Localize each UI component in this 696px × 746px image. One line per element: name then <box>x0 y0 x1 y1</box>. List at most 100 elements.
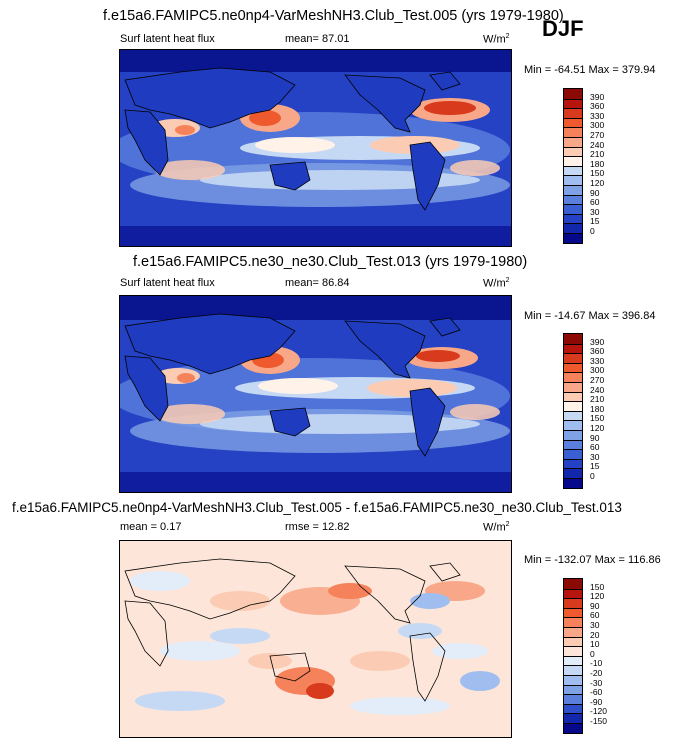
colorbar-swatch <box>564 449 582 459</box>
colorbar-swatch <box>564 429 582 440</box>
colorbar-label: 15 <box>590 461 600 472</box>
colorbar-label: 60 <box>590 197 600 208</box>
colorbar-label: 90 <box>590 600 600 611</box>
panel3-units: W/m2 <box>483 521 510 534</box>
colorbar-label: 150 <box>590 413 605 424</box>
colorbar-swatch <box>564 579 582 589</box>
colorbar-swatch <box>564 458 582 469</box>
colorbar-swatch <box>564 146 582 157</box>
colorbar-swatch <box>564 607 582 618</box>
panel3-map <box>119 540 512 738</box>
colorbar-swatch <box>564 646 582 656</box>
colorbar-swatch <box>564 684 582 695</box>
colorbar-label: 60 <box>590 610 600 621</box>
colorbar-label: 240 <box>590 139 605 150</box>
colorbar-label: 330 <box>590 110 605 121</box>
colorbar-label: 300 <box>590 120 605 131</box>
colorbar-label: 180 <box>590 158 605 169</box>
panel1-minmax: Min = -64.51 Max = 379.94 <box>524 64 656 76</box>
colorbar-label: 390 <box>590 91 605 102</box>
panel2-colorbar <box>563 333 583 489</box>
colorbar-swatch <box>564 372 582 382</box>
colorbar-swatch <box>564 626 582 637</box>
colorbar-label: 150 <box>590 581 605 592</box>
colorbar-swatch <box>564 232 582 243</box>
colorbar-label: 180 <box>590 403 605 414</box>
panel3-title: f.e15a6.FAMIPC5.ne0np4-VarMeshNH3.Club_T… <box>12 500 622 515</box>
panel3-mean: mean = 0.17 <box>120 521 182 533</box>
colorbar-swatch <box>564 223 582 233</box>
colorbar-label: 60 <box>590 442 600 453</box>
colorbar-label: 10 <box>590 639 600 650</box>
colorbar-label: 120 <box>590 591 605 602</box>
colorbar-swatch <box>564 175 582 185</box>
panel1-colorbar <box>563 88 583 244</box>
colorbar-label: 30 <box>590 620 600 630</box>
panel3-colorbar <box>563 578 583 734</box>
colorbar-swatch <box>564 477 582 488</box>
colorbar-label: -10 <box>590 658 603 669</box>
colorbar-swatch <box>564 410 582 421</box>
colorbar-label: -60 <box>590 687 603 698</box>
colorbar-label: -90 <box>590 696 603 707</box>
panel3-rmse: rmse = 12.82 <box>285 521 350 533</box>
colorbar-swatch <box>564 136 582 147</box>
panel3-minmax: Min = -132.07 Max = 116.86 <box>524 554 661 566</box>
colorbar-swatch <box>564 98 582 109</box>
colorbar-swatch <box>564 117 582 128</box>
colorbar-label: 0 <box>590 648 595 659</box>
colorbar-swatch <box>564 108 582 118</box>
panel1-variable: Surf latent heat flux <box>120 33 215 45</box>
colorbar-label: -30 <box>590 677 603 688</box>
colorbar-swatch <box>564 156 582 166</box>
colorbar-label: 330 <box>590 355 605 366</box>
colorbar-swatch <box>564 420 582 430</box>
panel2-variable: Surf latent heat flux <box>120 277 215 289</box>
colorbar-label: 30 <box>590 206 600 217</box>
colorbar-label: 90 <box>590 187 600 198</box>
colorbar-swatch <box>564 588 582 599</box>
colorbar-swatch <box>564 598 582 608</box>
colorbar-label: 15 <box>590 216 600 227</box>
colorbar-swatch <box>564 381 582 392</box>
colorbar-swatch <box>564 213 582 224</box>
colorbar-swatch <box>564 636 582 647</box>
colorbar-label: 150 <box>590 168 605 179</box>
colorbar-label: 360 <box>590 346 605 357</box>
colorbar-swatch <box>564 353 582 363</box>
panel1-title: f.e15a6.FAMIPC5.ne0np4-VarMeshNH3.Club_T… <box>103 8 564 24</box>
panel1-mean: mean= 87.01 <box>285 33 350 45</box>
colorbar-label: -150 <box>590 716 608 726</box>
colorbar-swatch <box>564 127 582 137</box>
colorbar-swatch <box>564 439 582 450</box>
colorbar-label: 360 <box>590 101 605 112</box>
colorbar-swatch <box>564 401 582 411</box>
colorbar-swatch <box>564 165 582 176</box>
colorbar-swatch <box>564 674 582 685</box>
panel2-units: W/m2 <box>483 277 510 290</box>
colorbar-swatch <box>564 194 582 205</box>
season-label: DJF <box>542 16 584 41</box>
colorbar-label: 30 <box>590 451 600 462</box>
colorbar-swatch <box>564 184 582 195</box>
colorbar-swatch <box>564 362 582 373</box>
colorbar-label: 20 <box>590 629 600 640</box>
panel2-mean: mean= 86.84 <box>285 277 350 289</box>
colorbar-label: 270 <box>590 130 605 140</box>
panel1-map <box>119 49 512 247</box>
colorbar-swatch <box>564 703 582 714</box>
colorbar-label: 240 <box>590 384 605 395</box>
colorbar-swatch <box>564 204 582 214</box>
colorbar-label: 270 <box>590 375 605 385</box>
colorbar-label: 0 <box>590 471 595 481</box>
colorbar-label: 120 <box>590 178 605 188</box>
panel2-title: f.e15a6.FAMIPC5.ne30_ne30.Club_Test.013 … <box>133 254 528 270</box>
colorbar-swatch <box>564 617 582 627</box>
colorbar-swatch <box>564 343 582 354</box>
colorbar-swatch <box>564 713 582 723</box>
colorbar-label: 120 <box>590 423 605 433</box>
colorbar-swatch <box>564 665 582 675</box>
colorbar-swatch <box>564 89 582 99</box>
colorbar-label: 90 <box>590 432 600 443</box>
colorbar-swatch <box>564 722 582 733</box>
